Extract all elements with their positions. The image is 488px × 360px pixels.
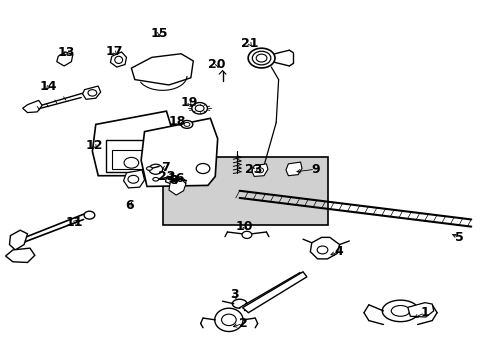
Polygon shape [310, 237, 339, 259]
Polygon shape [285, 162, 302, 176]
Polygon shape [5, 248, 35, 262]
Text: 1: 1 [420, 306, 428, 319]
Ellipse shape [256, 54, 266, 62]
Ellipse shape [88, 90, 97, 96]
Ellipse shape [183, 122, 189, 126]
Text: 11: 11 [66, 216, 83, 229]
Polygon shape [168, 178, 185, 195]
Polygon shape [110, 52, 126, 67]
Ellipse shape [256, 168, 263, 173]
Text: 22: 22 [158, 170, 175, 183]
Polygon shape [165, 176, 177, 184]
Ellipse shape [149, 164, 162, 174]
Ellipse shape [128, 175, 139, 183]
Text: 4: 4 [334, 245, 343, 258]
Ellipse shape [124, 157, 139, 168]
Polygon shape [242, 272, 306, 313]
Bar [112, 149, 151, 169]
Text: 16: 16 [167, 172, 184, 185]
Ellipse shape [181, 121, 192, 129]
Ellipse shape [232, 299, 246, 308]
Text: 13: 13 [57, 46, 75, 59]
Text: 21: 21 [240, 36, 258, 50]
Text: 18: 18 [169, 116, 186, 129]
Polygon shape [407, 303, 433, 317]
Polygon shape [141, 118, 217, 186]
Ellipse shape [252, 51, 270, 65]
Bar [105, 140, 159, 172]
Polygon shape [9, 230, 27, 250]
Polygon shape [82, 86, 101, 99]
Text: 3: 3 [230, 288, 239, 301]
Polygon shape [123, 170, 144, 188]
Ellipse shape [221, 314, 236, 325]
Ellipse shape [195, 105, 203, 112]
Text: 23: 23 [244, 163, 262, 176]
Text: 6: 6 [125, 199, 134, 212]
Ellipse shape [214, 308, 243, 332]
Ellipse shape [115, 56, 122, 63]
Ellipse shape [191, 103, 207, 114]
Text: 9: 9 [310, 163, 319, 176]
Ellipse shape [242, 231, 251, 238]
Text: 14: 14 [40, 80, 57, 93]
Ellipse shape [196, 163, 209, 174]
Text: 2: 2 [238, 317, 247, 330]
Ellipse shape [146, 167, 152, 170]
Ellipse shape [317, 246, 327, 254]
Text: 20: 20 [208, 58, 225, 71]
Text: 17: 17 [105, 45, 123, 58]
Polygon shape [22, 100, 42, 113]
Text: 12: 12 [86, 139, 103, 152]
Polygon shape [131, 54, 193, 85]
Ellipse shape [84, 211, 95, 219]
Text: 7: 7 [161, 161, 169, 174]
Text: 10: 10 [235, 220, 253, 233]
Text: 19: 19 [181, 96, 198, 109]
Text: 5: 5 [454, 231, 463, 244]
Ellipse shape [382, 300, 418, 321]
Polygon shape [92, 111, 173, 176]
Bar [162, 157, 328, 225]
Polygon shape [57, 52, 73, 66]
Ellipse shape [153, 177, 158, 181]
Text: 8: 8 [169, 174, 178, 186]
Text: 15: 15 [150, 27, 167, 40]
Polygon shape [251, 164, 267, 176]
Ellipse shape [247, 48, 274, 68]
Ellipse shape [390, 306, 409, 316]
